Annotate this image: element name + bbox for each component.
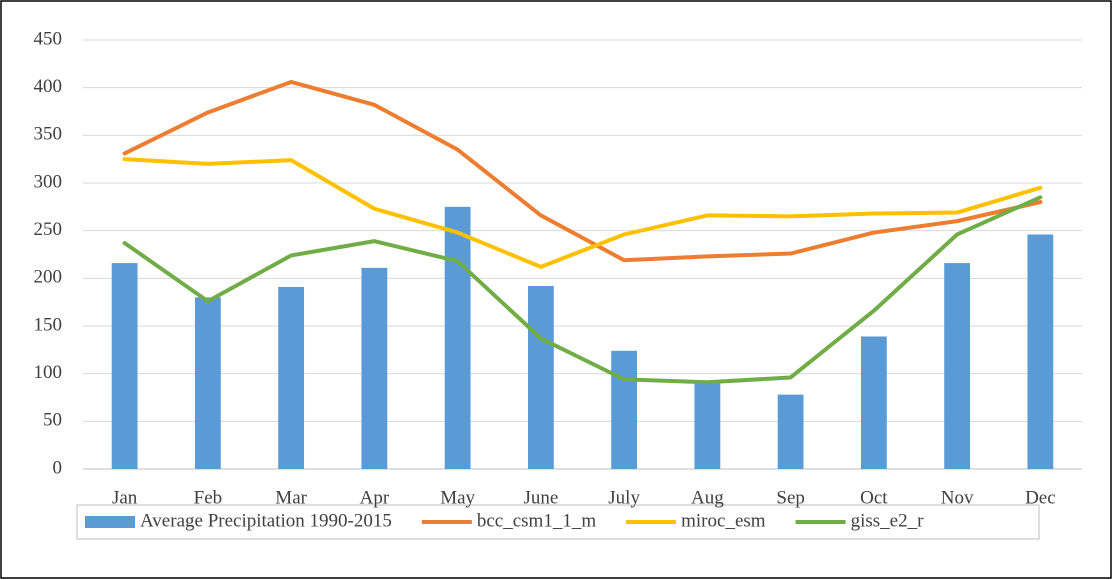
legend-label: miroc_esm <box>681 510 766 531</box>
y-tick-label: 450 <box>34 28 63 49</box>
bar <box>611 350 638 469</box>
x-tick-label: Apr <box>360 487 390 508</box>
x-tick-label: July <box>608 487 640 508</box>
bar <box>944 263 971 469</box>
x-tick-label: Mar <box>275 487 307 508</box>
x-tick-label: Oct <box>860 487 888 508</box>
y-tick-label: 100 <box>34 362 63 383</box>
legend-swatch <box>85 516 135 528</box>
bar <box>444 206 471 470</box>
bar <box>1027 234 1054 469</box>
y-tick-label: 250 <box>34 219 63 240</box>
line <box>122 79 1043 263</box>
y-tick-label: 350 <box>34 124 63 145</box>
y-tick-label: 50 <box>43 410 62 431</box>
bar <box>111 263 138 469</box>
x-tick-label: June <box>523 487 558 508</box>
line <box>122 195 1043 385</box>
bar <box>527 285 554 469</box>
legend-label: Average Precipitation 1990-2015 <box>140 510 392 531</box>
bar <box>777 394 804 469</box>
bar <box>194 297 221 469</box>
y-tick-label: 300 <box>34 171 63 192</box>
bar <box>361 267 388 469</box>
legend-label: giss_e2_r <box>851 510 925 531</box>
y-tick-label: 400 <box>34 76 63 97</box>
bar <box>278 286 305 469</box>
x-tick-label: Sep <box>776 487 805 508</box>
x-tick-label: Aug <box>691 487 724 508</box>
x-tick-label: Feb <box>194 487 223 508</box>
x-tick-label: May <box>440 487 475 508</box>
y-tick-label: 150 <box>34 314 63 335</box>
y-tick-label: 200 <box>34 267 63 288</box>
legend-box <box>76 504 1040 540</box>
legend-label: bcc_csm1_1_m <box>477 510 596 531</box>
y-tick-label: 0 <box>53 457 63 478</box>
line <box>122 157 1043 269</box>
x-tick-label: Nov <box>941 487 974 508</box>
x-tick-label: Dec <box>1025 487 1056 508</box>
bar <box>694 383 721 469</box>
bar <box>860 336 887 469</box>
x-tick-label: Jan <box>112 487 138 508</box>
